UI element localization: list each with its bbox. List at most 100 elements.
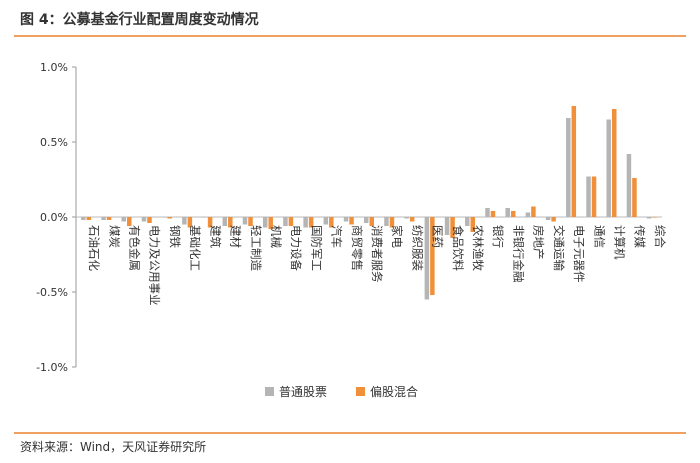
x-category-label: 商贸零售 (350, 225, 364, 271)
x-category-label: 计算机 (612, 225, 626, 260)
bar-series-1 (101, 217, 106, 220)
bar-series-1 (323, 217, 329, 225)
x-category-label: 钢铁 (168, 225, 182, 248)
bar-series-2 (207, 217, 213, 228)
y-tick-label: -1.0% (36, 361, 68, 374)
bar-series-2 (248, 217, 253, 226)
x-category-label: 通信 (592, 225, 606, 248)
legend-swatch-series-2 (356, 387, 365, 396)
bar-series-1 (424, 217, 430, 300)
bar-series-2 (147, 217, 152, 223)
bar-series-2 (167, 217, 172, 219)
footer-divider (14, 432, 686, 434)
bar-series-1 (364, 217, 369, 223)
bar-series-2 (531, 206, 536, 217)
x-category-label: 电力设备 (289, 225, 303, 271)
bar-series-1 (606, 119, 611, 217)
legend-label-series-1: 普通股票 (279, 385, 327, 399)
bar-series-1 (141, 217, 147, 222)
bar-series-1 (81, 217, 86, 220)
y-tick-label: 0.0% (40, 211, 68, 224)
y-tick-label: 1.0% (40, 61, 68, 74)
legend-swatch-series-1 (265, 387, 274, 396)
bar-series-2 (450, 217, 455, 238)
x-category-label: 轻工制造 (249, 225, 263, 271)
x-category-label: 家电 (390, 225, 404, 248)
bar-series-1 (202, 217, 207, 218)
x-category-label: 交通运输 (552, 225, 566, 271)
bar-series-2 (551, 217, 556, 222)
bar-series-2 (369, 217, 374, 226)
x-category-label: 房地产 (532, 225, 546, 260)
bar-series-1 (404, 217, 409, 219)
bar-series-1 (283, 217, 288, 226)
bar-series-1 (566, 118, 571, 217)
bar-series-1 (545, 217, 551, 220)
legend: 普通股票 偏股混合 (265, 384, 418, 399)
x-category-label: 建筑 (208, 225, 222, 248)
bar-series-1 (626, 154, 632, 217)
x-category-label: 汽车 (330, 225, 344, 248)
bar-series-1 (222, 217, 228, 226)
bar-series-2 (308, 217, 314, 228)
legend-label-series-2: 偏股混合 (370, 384, 418, 399)
bar-series-2 (591, 176, 597, 217)
bar-series-1 (586, 176, 591, 217)
x-category-label: 食品饮料 (451, 225, 465, 271)
x-category-label: 银行 (491, 225, 505, 248)
bar-series-2 (409, 217, 415, 222)
bar-series-1 (465, 217, 470, 226)
x-category-label: 电子元器件 (572, 225, 586, 283)
x-category-label: 建材 (229, 225, 243, 248)
bar-series-2 (632, 178, 637, 217)
y-axis: 1.0% 0.5% 0.0% -0.5% -1.0% (36, 61, 662, 374)
bar-series-2 (127, 217, 132, 226)
x-category-label: 基础化工 (188, 225, 202, 271)
bar-series-1 (343, 217, 349, 222)
bar-series-2 (652, 217, 657, 218)
bar-series-1 (262, 217, 268, 228)
bar-series-2 (288, 217, 294, 226)
bar-series-2 (86, 217, 92, 220)
bar-series-1 (161, 217, 167, 218)
x-axis-labels: 石油石化 煤炭 有色金属 电力及公用事业 钢铁 基础化工 建筑 建材 轻工制造 机械 电力设备 国防军… (87, 225, 667, 306)
x-category-label: 国防军工 (309, 225, 323, 271)
bar-series-2 (329, 217, 334, 228)
bar-series-1 (242, 217, 248, 225)
bar-series-2 (268, 217, 273, 229)
bar-series-2 (106, 217, 112, 220)
bar-series-1 (182, 217, 187, 225)
page-title: 图 4：公募基金行业配置周度变动情况 (20, 12, 259, 28)
bar-series-1 (303, 217, 308, 228)
title-divider (14, 35, 686, 37)
bar-series-2 (611, 109, 617, 217)
x-category-label: 煤炭 (107, 225, 121, 248)
x-category-label: 农林渔牧 (471, 225, 485, 271)
x-category-label: 有色金属 (128, 225, 142, 271)
y-tick-label: 0.5% (40, 136, 68, 149)
bar-series-1 (444, 217, 450, 235)
bar-series-2 (228, 217, 233, 228)
bar-series-2 (470, 217, 476, 232)
bar-series-2 (430, 217, 435, 295)
bar-series-2 (571, 106, 577, 217)
bar-series-1 (505, 208, 510, 217)
y-tick-label: -0.5% (36, 286, 68, 299)
x-category-label: 非银行金融 (511, 225, 525, 283)
x-category-label: 医药 (431, 225, 445, 248)
bar-series-1 (121, 217, 127, 222)
bar-series-2 (490, 211, 496, 217)
bar-series-2 (187, 217, 193, 228)
x-category-label: 机械 (269, 225, 283, 248)
bar-series-2 (389, 217, 395, 228)
bar-series-1 (646, 217, 652, 219)
x-category-label: 石油石化 (87, 225, 101, 271)
bar-series-2 (349, 217, 354, 225)
chart-area: 1.0% 0.5% 0.0% -0.5% -1.0% 石油石化 煤炭 有色金属 电力及公用事业… (36, 61, 667, 399)
bar-group (81, 106, 657, 300)
x-category-label: 综合 (653, 225, 667, 248)
bar-series-1 (384, 217, 389, 226)
bar-series-1 (525, 212, 531, 217)
bar-series-1 (485, 208, 490, 217)
x-category-label: 电力及公用事业 (148, 225, 162, 306)
